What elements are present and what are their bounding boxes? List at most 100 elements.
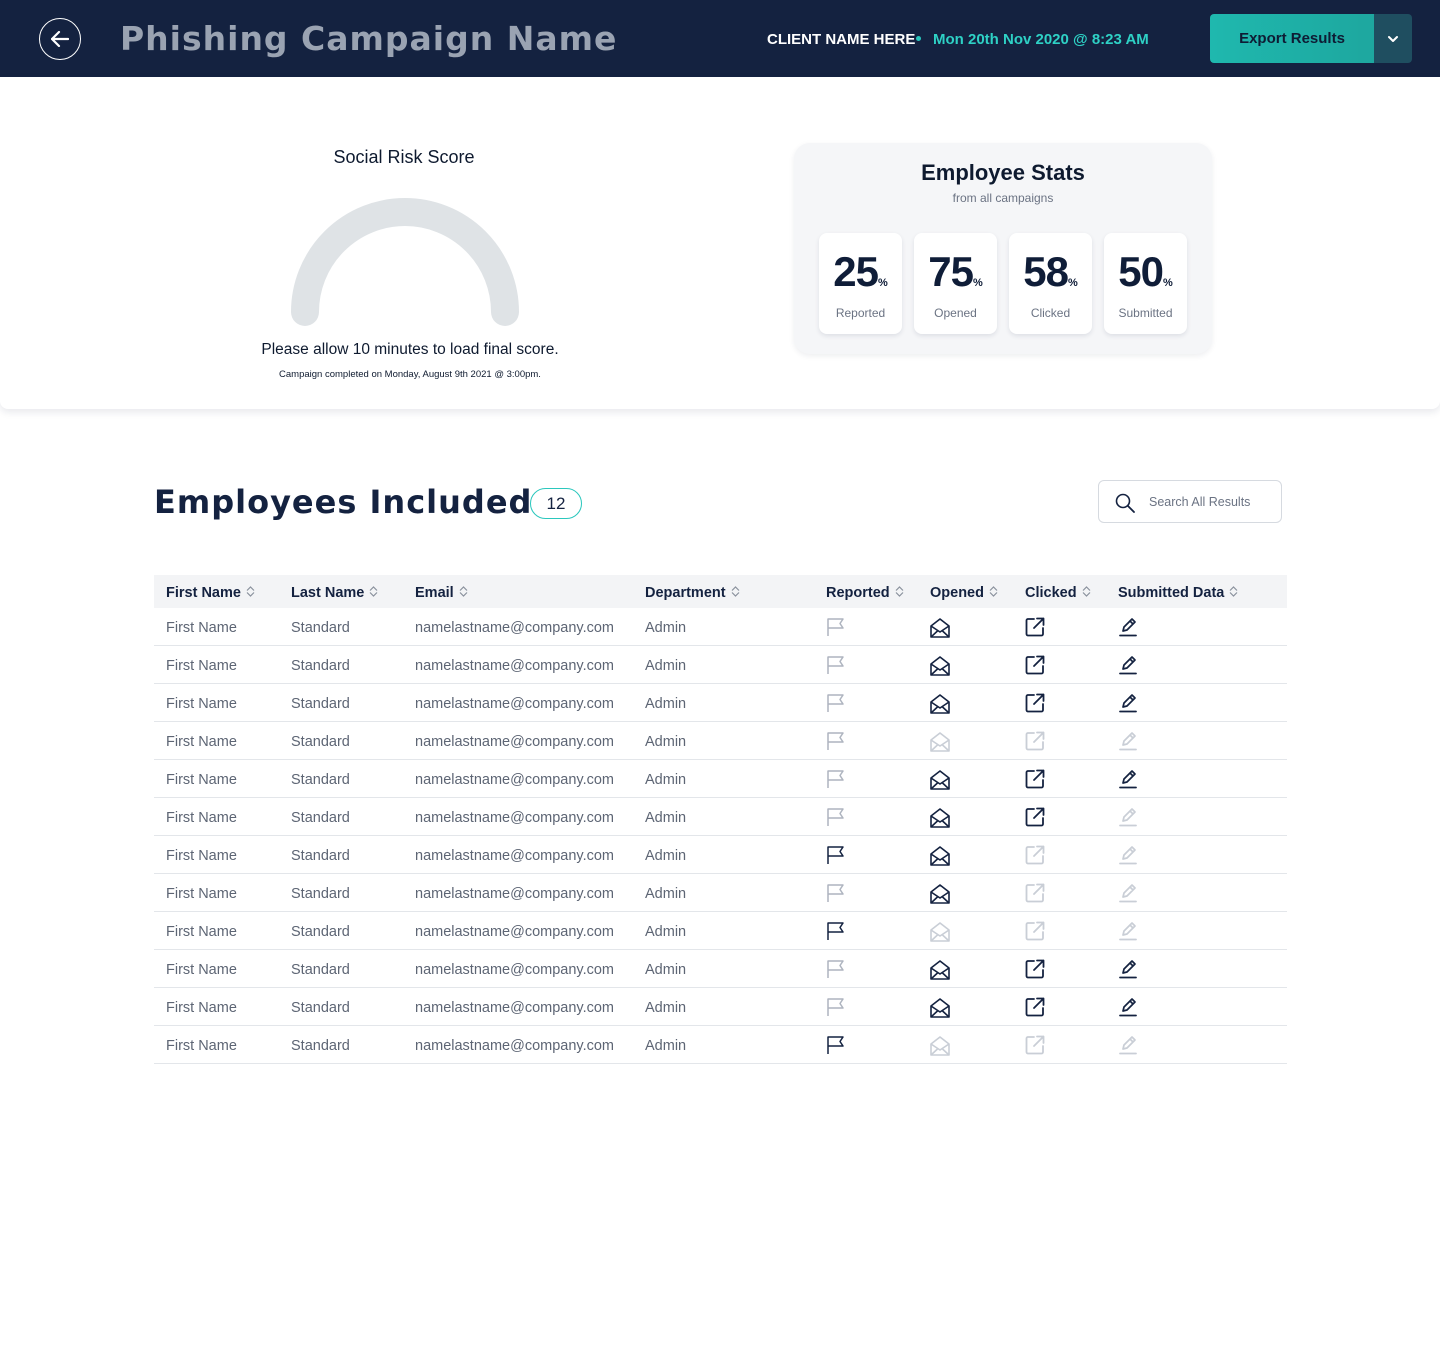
envelope-open-icon[interactable]: [929, 769, 950, 790]
external-link-icon[interactable]: [1025, 959, 1045, 979]
email-cell: namelastname@company.com: [415, 658, 615, 674]
external-link-icon[interactable]: [1025, 1035, 1045, 1055]
table-row[interactable]: First Name Standard namelastname@company.c…: [154, 684, 1287, 722]
department-cell: Admin: [645, 658, 687, 674]
department-cell: Admin: [645, 1038, 687, 1054]
external-link-icon[interactable]: [1025, 655, 1045, 675]
stat-number: 50: [1118, 248, 1164, 295]
envelope-open-icon[interactable]: [929, 997, 950, 1018]
external-link-icon[interactable]: [1025, 997, 1045, 1017]
flag-icon[interactable]: [826, 731, 846, 751]
last-name-cell: Standard: [291, 848, 350, 864]
export-options-dropdown[interactable]: [1374, 14, 1412, 63]
email-cell: namelastname@company.com: [415, 696, 615, 712]
external-link-icon[interactable]: [1025, 769, 1045, 789]
table-row[interactable]: First Name Standard namelastname@company.c…: [154, 722, 1287, 760]
sort-icon[interactable]: [246, 585, 255, 601]
flag-icon[interactable]: [826, 655, 846, 675]
back-button[interactable]: [39, 18, 81, 60]
arrow-left-icon: [51, 31, 69, 47]
table-row[interactable]: First Name Standard namelastname@company.c…: [154, 950, 1287, 988]
table-row[interactable]: First Name Standard namelastname@company.c…: [154, 798, 1287, 836]
department-cell: Admin: [645, 734, 687, 750]
pencil-icon[interactable]: [1118, 1035, 1138, 1055]
column-header-reported[interactable]: Reported: [826, 585, 904, 601]
pencil-icon[interactable]: [1118, 997, 1138, 1017]
column-header-label: Email: [415, 585, 454, 601]
email-cell: namelastname@company.com: [415, 848, 615, 864]
flag-icon[interactable]: [826, 921, 846, 941]
pencil-icon[interactable]: [1118, 693, 1138, 713]
last-name-cell: Standard: [291, 886, 350, 902]
pencil-icon[interactable]: [1118, 769, 1138, 789]
flag-icon[interactable]: [826, 959, 846, 979]
sort-icon[interactable]: [369, 585, 378, 601]
table-row[interactable]: First Name Standard namelastname@company.c…: [154, 760, 1287, 798]
external-link-icon[interactable]: [1025, 845, 1045, 865]
pencil-icon[interactable]: [1118, 655, 1138, 675]
external-link-icon[interactable]: [1025, 921, 1045, 941]
sort-icon[interactable]: [895, 585, 904, 601]
table-row[interactable]: First Name Standard namelastname@company.c…: [154, 912, 1287, 950]
column-header-email[interactable]: Email: [415, 585, 468, 601]
column-header-opened[interactable]: Opened: [930, 585, 998, 601]
column-header-last-name[interactable]: Last Name: [291, 585, 378, 601]
envelope-open-icon[interactable]: [929, 807, 950, 828]
external-link-icon[interactable]: [1025, 883, 1045, 903]
envelope-open-icon[interactable]: [929, 921, 950, 942]
last-name-cell: Standard: [291, 658, 350, 674]
sort-icon[interactable]: [459, 585, 468, 601]
column-header-first-name[interactable]: First Name: [166, 585, 255, 601]
pencil-icon[interactable]: [1118, 921, 1138, 941]
table-row[interactable]: First Name Standard namelastname@company.c…: [154, 988, 1287, 1026]
search-box[interactable]: [1098, 480, 1282, 523]
pencil-icon[interactable]: [1118, 807, 1138, 827]
pencil-icon[interactable]: [1118, 959, 1138, 979]
sort-icon[interactable]: [989, 585, 998, 601]
pencil-icon[interactable]: [1118, 617, 1138, 637]
flag-icon[interactable]: [826, 883, 846, 903]
envelope-open-icon[interactable]: [929, 617, 950, 638]
table-row[interactable]: First Name Standard namelastname@company.c…: [154, 874, 1287, 912]
envelope-open-icon[interactable]: [929, 845, 950, 866]
pencil-icon[interactable]: [1118, 845, 1138, 865]
export-results-button[interactable]: Export Results: [1210, 14, 1374, 63]
flag-icon[interactable]: [826, 807, 846, 827]
sort-icon[interactable]: [1229, 585, 1238, 601]
stat-label: Clicked: [1030, 306, 1071, 320]
flag-icon[interactable]: [826, 1035, 846, 1055]
flag-icon[interactable]: [826, 997, 846, 1017]
pencil-icon[interactable]: [1118, 883, 1138, 903]
column-header-department[interactable]: Department: [645, 585, 740, 601]
sort-icon[interactable]: [1082, 585, 1091, 601]
envelope-open-icon[interactable]: [929, 655, 950, 676]
summary-panel: [0, 77, 1440, 409]
flag-icon[interactable]: [826, 617, 846, 637]
campaign-completed-note: Campaign completed on Monday, August 9th…: [279, 369, 541, 380]
search-input[interactable]: [1149, 492, 1274, 512]
flag-icon[interactable]: [826, 693, 846, 713]
external-link-icon[interactable]: [1025, 731, 1045, 751]
stat-label: Submitted: [1118, 306, 1173, 320]
table-row[interactable]: First Name Standard namelastname@company.c…: [154, 836, 1287, 874]
stat-clicked: 58% Clicked: [1009, 233, 1092, 334]
table-row[interactable]: First Name Standard namelastname@company.c…: [154, 1026, 1287, 1064]
sort-icon[interactable]: [731, 585, 740, 601]
table-row[interactable]: First Name Standard namelastname@company.c…: [154, 608, 1287, 646]
table-row[interactable]: First Name Standard namelastname@company.c…: [154, 646, 1287, 684]
pencil-icon[interactable]: [1118, 731, 1138, 751]
column-header-submitted-data[interactable]: Submitted Data: [1118, 585, 1238, 601]
last-name-cell: Standard: [291, 810, 350, 826]
department-cell: Admin: [645, 810, 687, 826]
envelope-open-icon[interactable]: [929, 731, 950, 752]
external-link-icon[interactable]: [1025, 617, 1045, 637]
flag-icon[interactable]: [826, 845, 846, 865]
envelope-open-icon[interactable]: [929, 883, 950, 904]
flag-icon[interactable]: [826, 769, 846, 789]
envelope-open-icon[interactable]: [929, 693, 950, 714]
envelope-open-icon[interactable]: [929, 959, 950, 980]
column-header-clicked[interactable]: Clicked: [1025, 585, 1091, 601]
external-link-icon[interactable]: [1025, 693, 1045, 713]
external-link-icon[interactable]: [1025, 807, 1045, 827]
envelope-open-icon[interactable]: [929, 1035, 950, 1056]
